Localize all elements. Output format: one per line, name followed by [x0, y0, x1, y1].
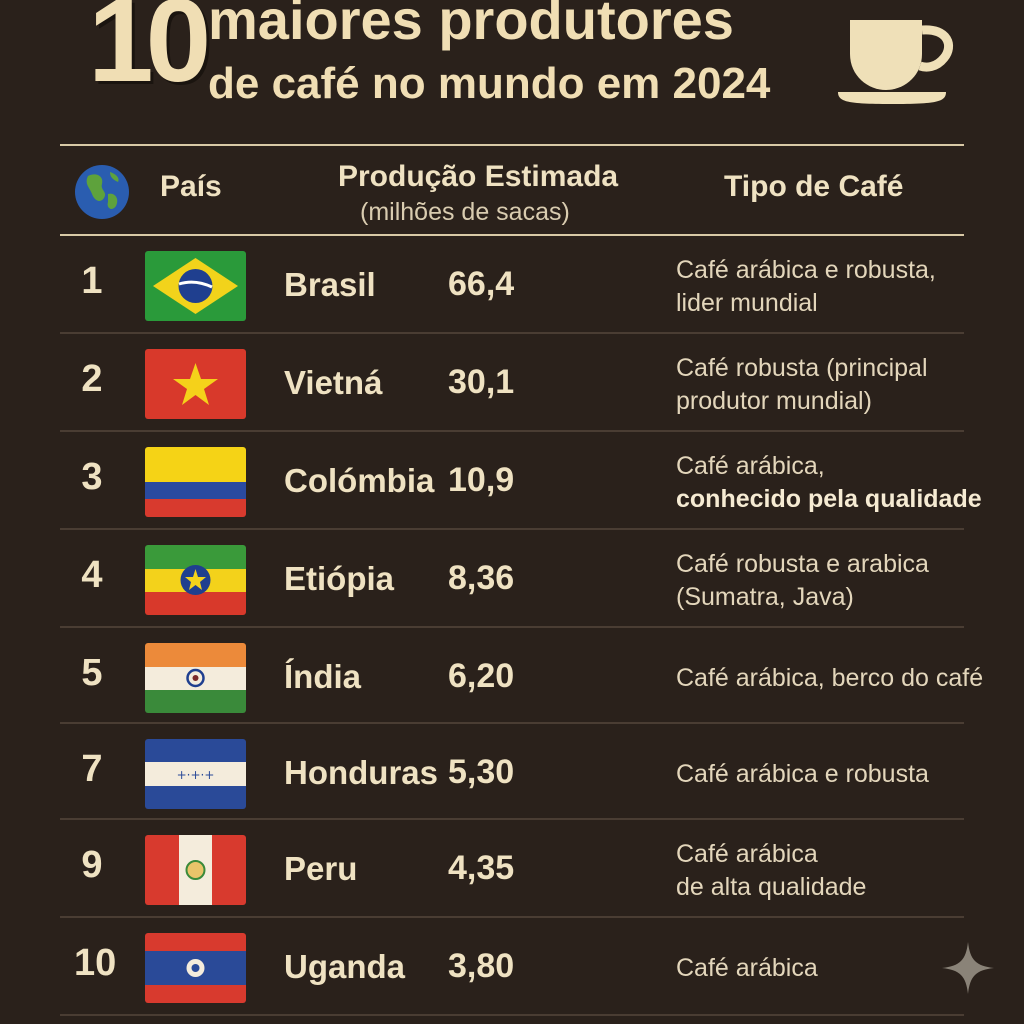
- honduras-flag-icon: +·+·+: [145, 739, 246, 809]
- table-row: 5 Índia 6,20 Café arábica, berco do café: [0, 628, 1024, 725]
- rank: 3: [81, 456, 103, 498]
- table-row: 2 Vietná 30,1 Café robusta (principal pr…: [0, 334, 1024, 431]
- rank: 4: [81, 554, 103, 596]
- coffee-type: Café arábica, berco do café: [676, 662, 1016, 695]
- coffee-type-line-2: (Sumatra, Java): [676, 583, 854, 611]
- col-header-country: País: [160, 170, 222, 203]
- coffee-cup-icon: [838, 20, 953, 104]
- table-row: 3 Colómbia 10,9 Café arábica, conhecido …: [0, 432, 1024, 529]
- table-row: 7 +·+·+ Honduras 5,30 Café arábica e rob…: [0, 724, 1024, 821]
- coffee-type-line-1: Café arábica e robusta: [676, 760, 929, 788]
- coffee-type: Café arábica: [676, 952, 1016, 985]
- vietnam-flag-icon: [145, 349, 246, 419]
- coffee-type-line-2: conhecido pela qualidade: [676, 483, 1016, 516]
- table-row: 10 Uganda 3,80 Café arábica: [0, 918, 1024, 1015]
- rank: 9: [81, 844, 103, 886]
- coffee-type-line-1: Café arábica,: [676, 452, 825, 480]
- production-value: 30,1: [448, 363, 515, 401]
- india-flag-icon: [145, 643, 246, 713]
- table-row: 1 Brasil 66,4 Café arábica e robusta, li…: [0, 236, 1024, 333]
- production-value: 10,9: [448, 461, 515, 499]
- coffee-type-line-1: Café robusta e arabica: [676, 550, 929, 578]
- title-line-2: de café no mundo em 2024: [208, 59, 771, 108]
- sparkle-icon: [942, 942, 994, 994]
- production-value: 6,20: [448, 657, 515, 695]
- production-value: 3,80: [448, 947, 515, 985]
- col-header-production: Produção Estimada: [338, 160, 619, 193]
- coffee-type-line-1: Café arábica e robusta,: [676, 256, 936, 284]
- country-name: Brasil: [284, 266, 376, 303]
- production-value: 8,36: [448, 559, 515, 597]
- row-divider: [60, 528, 964, 530]
- coffee-type-line-1: Café robusta (principal: [676, 354, 928, 382]
- country-name: Honduras: [284, 754, 439, 791]
- row-divider: [60, 430, 964, 432]
- table-row: 9 Peru 4,35 Café arábica de alta qualida…: [0, 820, 1024, 917]
- globe-icon: [75, 165, 129, 219]
- coffee-type: Café arábica de alta qualidade: [676, 838, 1016, 904]
- row-divider: [60, 818, 964, 820]
- coffee-type-line-1: Café arábica: [676, 954, 818, 982]
- coffee-type: Café arábica, conhecido pela qualidade: [676, 450, 1016, 516]
- coffee-type-line-2-text: conhecido pela qualidade: [676, 485, 982, 513]
- colombia-flag-icon: [145, 447, 246, 517]
- ethiopia-flag-icon: [145, 545, 246, 615]
- header-top-rule: [60, 144, 964, 146]
- coffee-type: Café arábica e robusta, lider mundial: [676, 254, 1016, 320]
- coffee-type: Café robusta (principal produtor mundial…: [676, 352, 1016, 418]
- production-value: 5,30: [448, 753, 515, 791]
- title-line-1: maiores produtores: [208, 0, 734, 51]
- country-name: Uganda: [284, 948, 406, 985]
- country-name: Índia: [284, 658, 362, 695]
- row-divider: [60, 722, 964, 724]
- coffee-type: Café robusta e arabica (Sumatra, Java): [676, 548, 1016, 614]
- rank: 5: [81, 652, 103, 694]
- country-name: Peru: [284, 850, 358, 887]
- rank: 7: [81, 748, 103, 790]
- coffee-type-line-2: lider mundial: [676, 289, 818, 317]
- production-value: 66,4: [448, 265, 515, 303]
- rank: 10: [74, 942, 117, 984]
- peru-flag-icon: [145, 835, 246, 905]
- coffee-type-line-1: Café arábica: [676, 840, 818, 868]
- coffee-type-line-1: Café arábica, berco do café: [676, 664, 984, 692]
- production-value: 4,35: [448, 849, 515, 887]
- title-number: 10: [88, 0, 211, 107]
- country-name: Etiópia: [284, 560, 395, 597]
- uganda-flag-icon: [145, 933, 246, 1003]
- table-row: 4 Etiópia 8,36 Café robusta e arabica (S…: [0, 530, 1024, 627]
- coffee-type-line-2: de alta qualidade: [676, 873, 867, 901]
- brazil-flag-icon: [145, 251, 246, 321]
- header-bottom-rule: [60, 234, 964, 236]
- col-header-type: Tipo de Café: [724, 170, 904, 203]
- col-header-production-unit: (milhões de sacas): [360, 198, 570, 226]
- country-name: Colómbia: [284, 462, 435, 499]
- row-divider: [60, 626, 964, 628]
- rank: 1: [81, 260, 103, 302]
- country-name: Vietná: [284, 364, 383, 401]
- row-divider: [60, 332, 964, 334]
- svg-text:+·+·+: +·+·+: [177, 768, 215, 782]
- row-divider: [60, 1014, 964, 1016]
- coffee-type: Café arábica e robusta: [676, 758, 1016, 791]
- coffee-type-line-2: produtor mundial): [676, 387, 872, 415]
- rank: 2: [81, 358, 103, 400]
- row-divider: [60, 916, 964, 918]
